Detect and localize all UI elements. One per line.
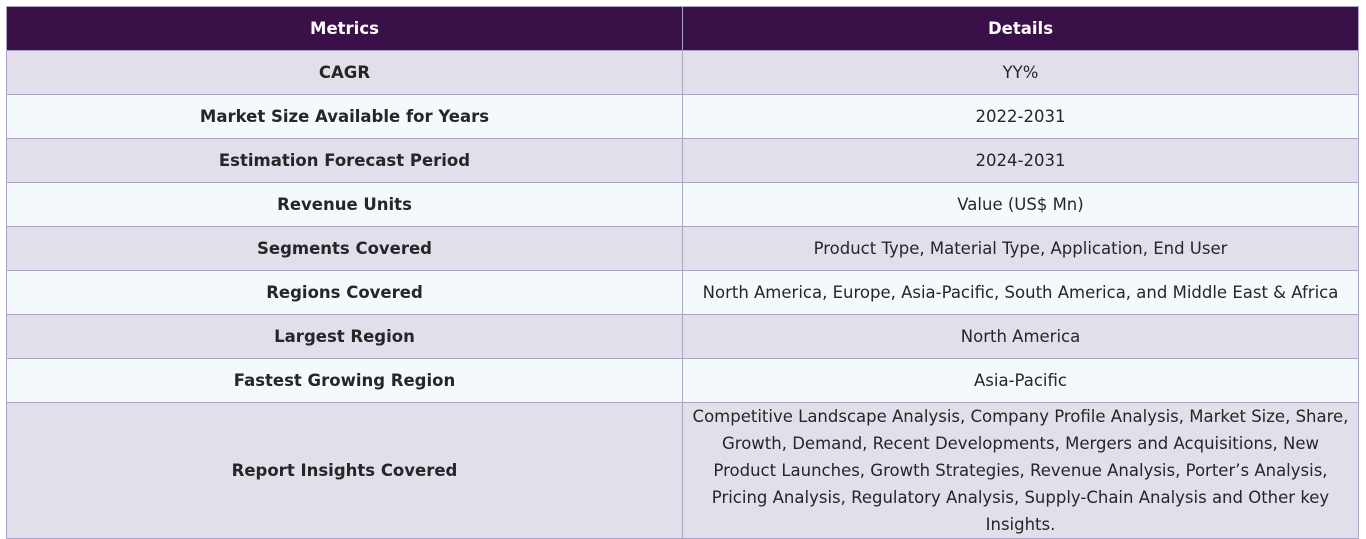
metric-cell: Regions Covered [6, 270, 683, 315]
metric-cell: Report Insights Covered [6, 402, 683, 539]
detail-cell: Product Type, Material Type, Application… [682, 226, 1359, 271]
detail-cell: North America [682, 314, 1359, 359]
detail-cell: 2022-2031 [682, 94, 1359, 139]
detail-cell: Asia-Pacific [682, 358, 1359, 403]
metric-cell: Fastest Growing Region [6, 358, 683, 403]
table-row: Estimation Forecast Period 2024-2031 [6, 138, 1359, 183]
header-metrics: Metrics [6, 6, 683, 51]
table-row: Report Insights Covered Competitive Land… [6, 402, 1359, 539]
table-row: Market Size Available for Years 2022-203… [6, 94, 1359, 139]
table-row: Segments Covered Product Type, Material … [6, 226, 1359, 271]
table-row: Fastest Growing Region Asia-Pacific [6, 358, 1359, 403]
table-row: Largest Region North America [6, 314, 1359, 359]
report-scope-table-container: Metrics Details CAGR YY% Market Size Ava… [6, 6, 1359, 539]
metric-cell: Segments Covered [6, 226, 683, 271]
detail-cell: North America, Europe, Asia-Pacific, Sou… [682, 270, 1359, 315]
detail-cell: Value (US$ Mn) [682, 182, 1359, 227]
report-scope-table: Metrics Details CAGR YY% Market Size Ava… [6, 6, 1359, 539]
metric-cell: Revenue Units [6, 182, 683, 227]
detail-cell: 2024-2031 [682, 138, 1359, 183]
metric-cell: CAGR [6, 50, 683, 95]
metric-cell: Estimation Forecast Period [6, 138, 683, 183]
detail-cell: Competitive Landscape Analysis, Company … [682, 402, 1359, 539]
metric-cell: Largest Region [6, 314, 683, 359]
table-row: CAGR YY% [6, 50, 1359, 95]
header-details: Details [682, 6, 1359, 51]
table-row: Revenue Units Value (US$ Mn) [6, 182, 1359, 227]
detail-cell: YY% [682, 50, 1359, 95]
metric-cell: Market Size Available for Years [6, 94, 683, 139]
table-header-row: Metrics Details [6, 6, 1359, 51]
table-row: Regions Covered North America, Europe, A… [6, 270, 1359, 315]
